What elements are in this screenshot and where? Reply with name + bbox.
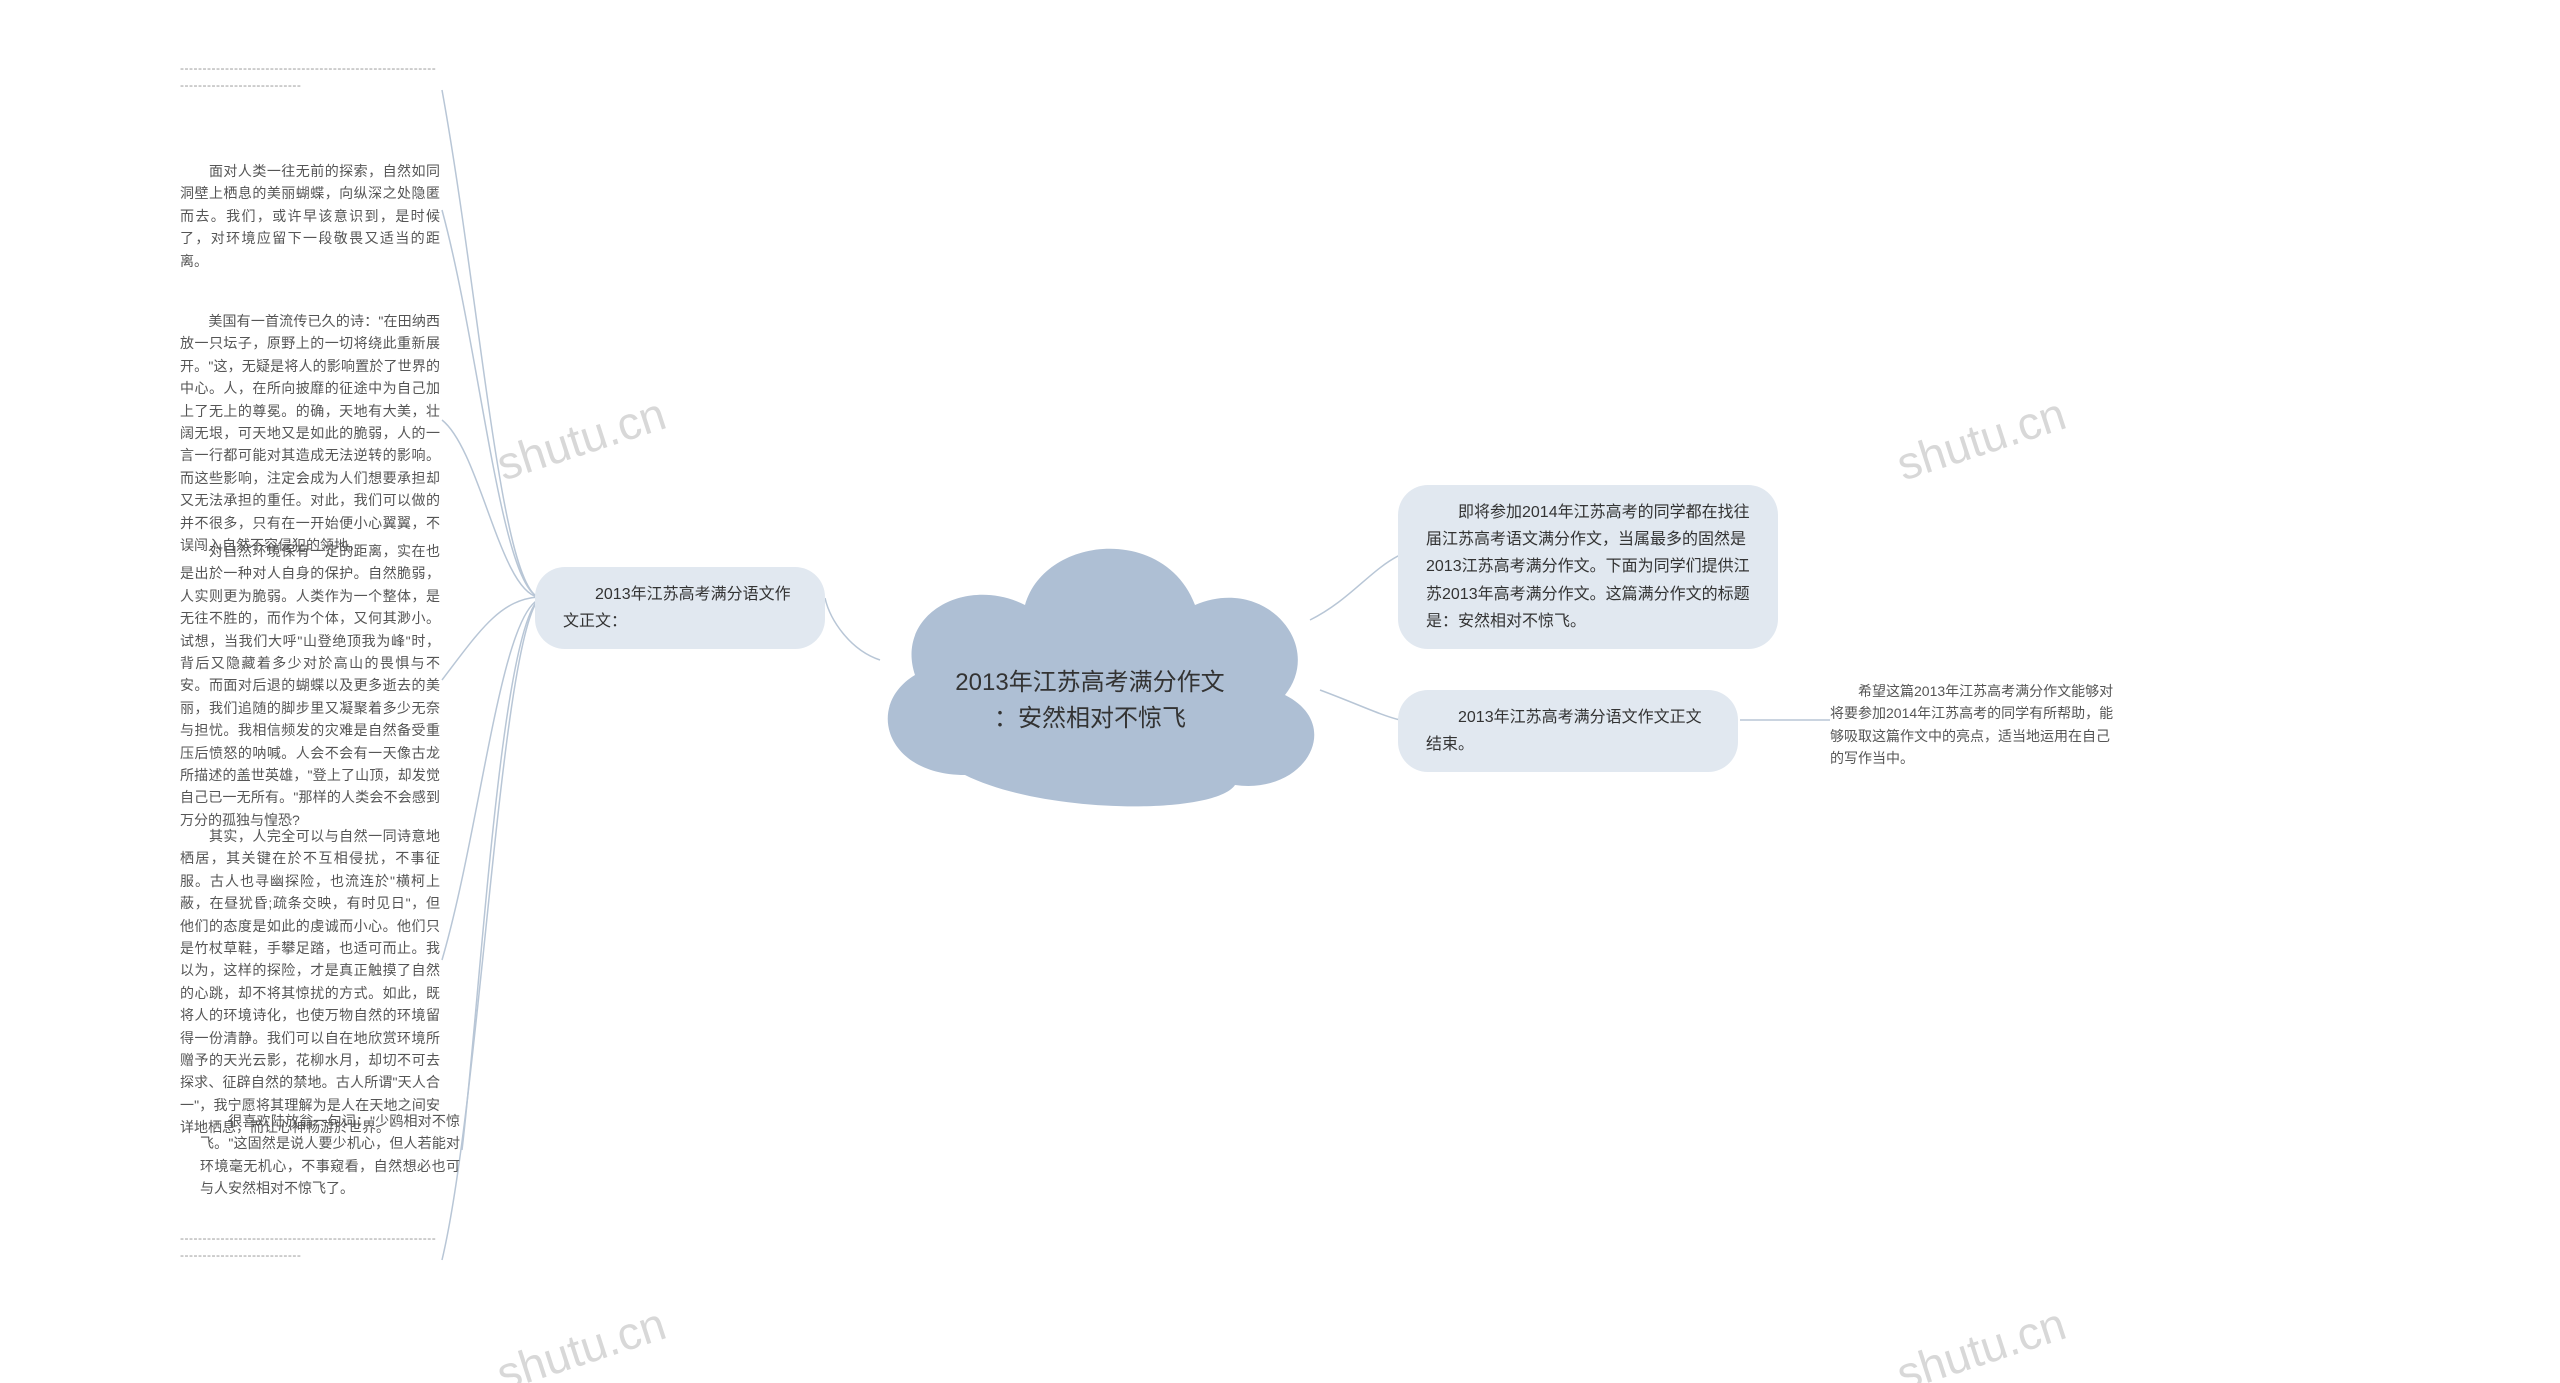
para-3[interactable]: 美国有一首流传已久的诗："在田纳西放一只坛子，原野上的一切将绕此重新展开。"这，…	[180, 310, 440, 556]
para-4-text: 对自然环境保有一定的距离，实在也是出於一种对人自身的保护。自然脆弱，人实则更为脆…	[180, 543, 440, 828]
para-dash-bottom[interactable]: ----------------------------------------…	[180, 1230, 440, 1264]
right-intro-node[interactable]: 即将参加2014年江苏高考的同学都在找往届江苏高考语文满分作文，当属最多的固然是…	[1398, 485, 1778, 649]
left-branch-label: 2013年江苏高考满分语文作文正文：	[563, 586, 791, 630]
left-branch-node[interactable]: 2013年江苏高考满分语文作文正文：	[535, 567, 825, 649]
para-2[interactable]: 面对人类一往无前的探索，自然如同洞壁上栖息的美丽蝴蝶，向纵深之处隐匿而去。我们，…	[180, 160, 440, 272]
para-2-text: 面对人类一往无前的探索，自然如同洞壁上栖息的美丽蝴蝶，向纵深之处隐匿而去。我们，…	[180, 163, 440, 269]
para-5[interactable]: 其实，人完全可以与自然一同诗意地栖居，其关键在於不互相侵扰，不事征服。古人也寻幽…	[180, 825, 440, 1138]
watermark: shutu.cn	[490, 386, 672, 491]
para-dash-bottom-text: ----------------------------------------…	[180, 1231, 436, 1262]
center-title-line1: 2013年江苏高考满分作文	[845, 665, 1335, 701]
para-5-text: 其实，人完全可以与自然一同诗意地栖居，其关键在於不互相侵扰，不事征服。古人也寻幽…	[180, 828, 440, 1135]
right-end-text: 2013年江苏高考满分语文作文正文结束。	[1426, 709, 1702, 753]
center-title: 2013年江苏高考满分作文 ：安然相对不惊飞	[845, 665, 1335, 737]
para-4[interactable]: 对自然环境保有一定的距离，实在也是出於一种对人自身的保护。自然脆弱，人实则更为脆…	[180, 540, 440, 831]
para-dash-top-text: ----------------------------------------…	[180, 61, 436, 92]
para-6-text: 很喜欢陆放翁一句词："少鸥相对不惊飞。"这固然是说人要少机心，但人若能对环境毫无…	[200, 1113, 460, 1196]
right-note-text: 希望这篇2013年江苏高考满分作文能够对将要参加2014年江苏高考的同学有所帮助…	[1830, 683, 2113, 766]
watermark: shutu.cn	[1890, 386, 2072, 491]
right-note-leaf[interactable]: 希望这篇2013年江苏高考满分作文能够对将要参加2014年江苏高考的同学有所帮助…	[1830, 680, 2120, 770]
right-intro-text: 即将参加2014年江苏高考的同学都在找往届江苏高考语文满分作文，当属最多的固然是…	[1426, 504, 1750, 630]
center-title-line2: ：安然相对不惊飞	[845, 701, 1335, 737]
center-cloud-node[interactable]: 2013年江苏高考满分作文 ：安然相对不惊飞	[845, 495, 1335, 815]
watermark: shutu.cn	[490, 1296, 672, 1383]
para-3-text: 美国有一首流传已久的诗："在田纳西放一只坛子，原野上的一切将绕此重新展开。"这，…	[180, 313, 440, 553]
right-end-node[interactable]: 2013年江苏高考满分语文作文正文结束。	[1398, 690, 1738, 772]
para-6[interactable]: 很喜欢陆放翁一句词："少鸥相对不惊飞。"这固然是说人要少机心，但人若能对环境毫无…	[200, 1110, 460, 1200]
watermark: shutu.cn	[1890, 1296, 2072, 1383]
para-dash-top[interactable]: ----------------------------------------…	[180, 60, 440, 94]
cloud-shape	[845, 495, 1335, 815]
